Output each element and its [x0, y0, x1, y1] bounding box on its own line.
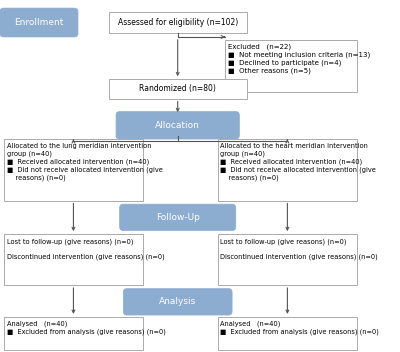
Text: Follow-Up: Follow-Up: [156, 213, 200, 222]
Text: Assessed for eligibility (n=102): Assessed for eligibility (n=102): [118, 18, 238, 27]
FancyBboxPatch shape: [109, 12, 246, 33]
Text: Analysis: Analysis: [159, 297, 196, 306]
Text: Allocated to the heart meridian intervention
group (n=40)
■  Received allocated : Allocated to the heart meridian interven…: [220, 143, 376, 181]
Text: Analysed   (n=40)
■  Excluded from analysis (give reasons) (n=0): Analysed (n=40) ■ Excluded from analysis…: [6, 320, 166, 335]
Text: Lost to follow-up (give reasons) (n=0)

Discontinued intervention (give reasons): Lost to follow-up (give reasons) (n=0) D…: [220, 238, 378, 260]
Text: Lost to follow-up (give reasons) (n=0)

Discontinued intervention (give reasons): Lost to follow-up (give reasons) (n=0) D…: [6, 238, 164, 260]
Text: Allocated to the lung meridian intervention
group (n=40)
■  Received allocated i: Allocated to the lung meridian intervent…: [6, 143, 162, 181]
Text: Allocation: Allocation: [155, 121, 200, 130]
FancyBboxPatch shape: [109, 79, 246, 99]
Text: Excluded   (n=22)
■  Not meeting inclusion criteria (n=13)
■  Declined to partic: Excluded (n=22) ■ Not meeting inclusion …: [228, 44, 370, 75]
FancyBboxPatch shape: [4, 139, 143, 201]
Text: Enrollment: Enrollment: [14, 18, 64, 27]
FancyBboxPatch shape: [120, 204, 236, 231]
FancyBboxPatch shape: [4, 317, 143, 350]
FancyBboxPatch shape: [116, 112, 239, 139]
FancyBboxPatch shape: [225, 40, 357, 92]
FancyBboxPatch shape: [218, 139, 357, 201]
FancyBboxPatch shape: [0, 8, 78, 37]
FancyBboxPatch shape: [218, 234, 357, 285]
FancyBboxPatch shape: [4, 234, 143, 285]
Text: Randomized (n=80): Randomized (n=80): [139, 84, 216, 93]
FancyBboxPatch shape: [218, 317, 357, 350]
FancyBboxPatch shape: [123, 289, 232, 315]
Text: Analysed   (n=40)
■  Excluded from analysis (give reasons) (n=0): Analysed (n=40) ■ Excluded from analysis…: [220, 320, 379, 335]
